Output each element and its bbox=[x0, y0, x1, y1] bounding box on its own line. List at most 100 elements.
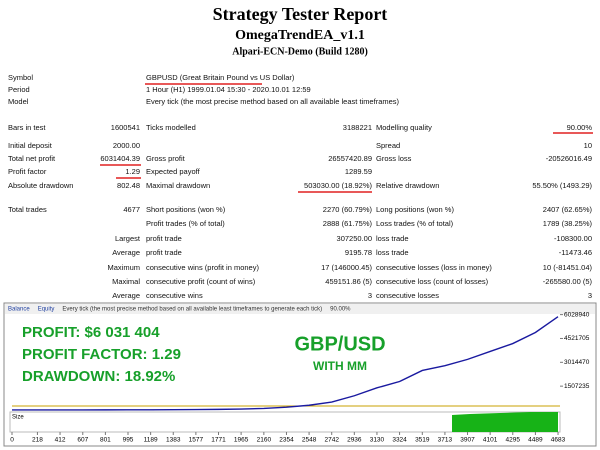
summary-cell: consecutive wins (profit in money) bbox=[146, 263, 259, 272]
x-tick-label: 4683 bbox=[551, 437, 566, 444]
x-tick-label: 3907 bbox=[460, 437, 475, 444]
y-tick-label: 1507235 bbox=[564, 383, 590, 390]
info-value: Every tick (the most precise method base… bbox=[146, 97, 400, 106]
summary-cell: -108300.00 bbox=[554, 234, 592, 243]
x-tick-label: 2354 bbox=[279, 437, 294, 444]
y-tick-label: 6028940 bbox=[564, 311, 590, 318]
summary-cell: consecutive loss (count of losses) bbox=[376, 277, 489, 286]
x-tick-label: 2742 bbox=[324, 437, 339, 444]
legend-item: 90.00% bbox=[330, 307, 351, 313]
note: WITH MM bbox=[313, 359, 367, 373]
x-tick-label: 1189 bbox=[144, 437, 158, 444]
x-tick-label: 607 bbox=[77, 437, 88, 444]
x-tick-label: 3519 bbox=[415, 437, 430, 444]
x-tick-label: 2548 bbox=[302, 437, 317, 444]
size-label: Size bbox=[12, 415, 24, 421]
size-bars bbox=[452, 412, 558, 432]
summary-cell: -265580.00 (5) bbox=[543, 277, 593, 286]
summary-cell: 10 (-81451.04) bbox=[543, 263, 593, 272]
summary-cell: consecutive losses (loss in money) bbox=[376, 263, 492, 272]
x-tick-label: 801 bbox=[100, 437, 111, 444]
info-label: Symbol bbox=[8, 73, 33, 82]
summary-cell: Expected payoff bbox=[146, 167, 201, 176]
summary-cell: Average bbox=[112, 291, 140, 300]
summary-cell: loss trade bbox=[376, 248, 409, 257]
summary-cell: Gross profit bbox=[146, 154, 186, 163]
summary-cell: Profit trades (% of total) bbox=[146, 219, 225, 228]
summary-cell: 1600541 bbox=[111, 123, 140, 132]
legend-item: Every tick (the most precise method base… bbox=[62, 307, 322, 313]
x-tick-label: 2160 bbox=[257, 437, 272, 444]
overlay-line: DRAWDOWN: 18.92% bbox=[22, 368, 175, 385]
summary-cell: 3 bbox=[588, 291, 592, 300]
summary-cell: 2407 (62.65%) bbox=[543, 205, 593, 214]
x-tick-label: 412 bbox=[55, 437, 66, 444]
summary-cell: loss trade bbox=[376, 234, 409, 243]
summary-cell: 17 (146000.45) bbox=[321, 263, 372, 272]
summary-cell: 90.00% bbox=[567, 123, 593, 132]
summary-cell: -20526016.49 bbox=[546, 154, 592, 163]
summary-cell: Total trades bbox=[8, 205, 47, 214]
summary-cell: Average bbox=[112, 248, 140, 257]
summary-cell: Modelling quality bbox=[376, 123, 432, 132]
x-tick-label: 3713 bbox=[438, 437, 453, 444]
x-tick-label: 1771 bbox=[211, 437, 226, 444]
x-tick-label: 995 bbox=[123, 437, 134, 444]
highlights bbox=[100, 83, 593, 193]
overlay-line: PROFIT FACTOR: 1.29 bbox=[22, 346, 181, 363]
summary-cell: 4677 bbox=[123, 205, 140, 214]
summary-cell: 2888 (61.75%) bbox=[323, 219, 373, 228]
summary-cell: 307250.00 bbox=[337, 234, 372, 243]
legend-item: Balance bbox=[8, 307, 30, 313]
summary-cell: 9195.78 bbox=[345, 248, 372, 257]
x-tick-label: 3130 bbox=[370, 437, 385, 444]
overlay-line: PROFIT: $6 031 404 bbox=[22, 324, 160, 341]
x-tick-label: 1577 bbox=[189, 437, 204, 444]
summary-cell: Maximal bbox=[112, 277, 140, 286]
x-tick-label: 218 bbox=[32, 437, 43, 444]
x-tick-label: 3324 bbox=[392, 437, 407, 444]
summary-cell: Relative drawdown bbox=[376, 181, 439, 190]
summary-cell: 459151.86 (5) bbox=[325, 277, 372, 286]
x-tick-label: 1965 bbox=[234, 437, 249, 444]
summary-cell: Largest bbox=[115, 234, 141, 243]
legend-strip bbox=[5, 304, 595, 314]
summary-cell: -11473.46 bbox=[559, 248, 592, 257]
legend-item: Equity bbox=[38, 307, 55, 313]
summary-cell: 802.48 bbox=[117, 181, 140, 190]
info-value: GBPUSD (Great Britain Pound vs US Dollar… bbox=[146, 73, 295, 82]
summary-cell: Ticks modelled bbox=[146, 123, 196, 132]
expert: OmegaTrendEA_v1.1 bbox=[235, 28, 365, 43]
info-label: Model bbox=[8, 97, 29, 106]
x-tick-label: 4489 bbox=[528, 437, 543, 444]
size-panel bbox=[9, 411, 561, 433]
summary-cell: consecutive losses bbox=[376, 291, 439, 300]
summary-cell: 10 bbox=[584, 141, 592, 150]
x-tick-label: 0 bbox=[10, 437, 14, 444]
summary-cell: 1789 (38.25%) bbox=[543, 219, 593, 228]
summary-cell: 3188221 bbox=[343, 123, 372, 132]
summary-cell: Total net profit bbox=[8, 154, 56, 163]
y-tick-label: 4521705 bbox=[564, 335, 590, 342]
summary-cell: profit trade bbox=[146, 234, 182, 243]
summary-cell: 26557420.89 bbox=[328, 154, 372, 163]
summary-cell: Initial deposit bbox=[8, 141, 53, 150]
info-value: 1 Hour (H1) 1999.01.04 15:30 - 2020.10.0… bbox=[146, 85, 311, 94]
summary-cell: profit trade bbox=[146, 248, 182, 257]
summary-cell: 2270 (60.79%) bbox=[323, 205, 373, 214]
summary-cell: Maximal drawdown bbox=[146, 181, 210, 190]
summary-cell: Gross loss bbox=[376, 154, 412, 163]
summary-cell: 55.50% (1493.29) bbox=[532, 181, 592, 190]
summary-cell: 6031404.39 bbox=[100, 154, 140, 163]
summary-cell: consecutive profit (count of wins) bbox=[146, 277, 256, 286]
summary-cell: Profit factor bbox=[8, 167, 47, 176]
summary-cell: Loss trades (% of total) bbox=[376, 219, 454, 228]
summary-cell: Short positions (won %) bbox=[146, 205, 226, 214]
summary-cell: 1289.59 bbox=[345, 167, 372, 176]
summary-cell: consecutive wins bbox=[146, 291, 203, 300]
summary-cell: Long positions (won %) bbox=[376, 205, 454, 214]
y-tick-label: 3014470 bbox=[564, 359, 590, 366]
pair: GBP/USD bbox=[294, 333, 385, 355]
info-label: Period bbox=[8, 85, 30, 94]
